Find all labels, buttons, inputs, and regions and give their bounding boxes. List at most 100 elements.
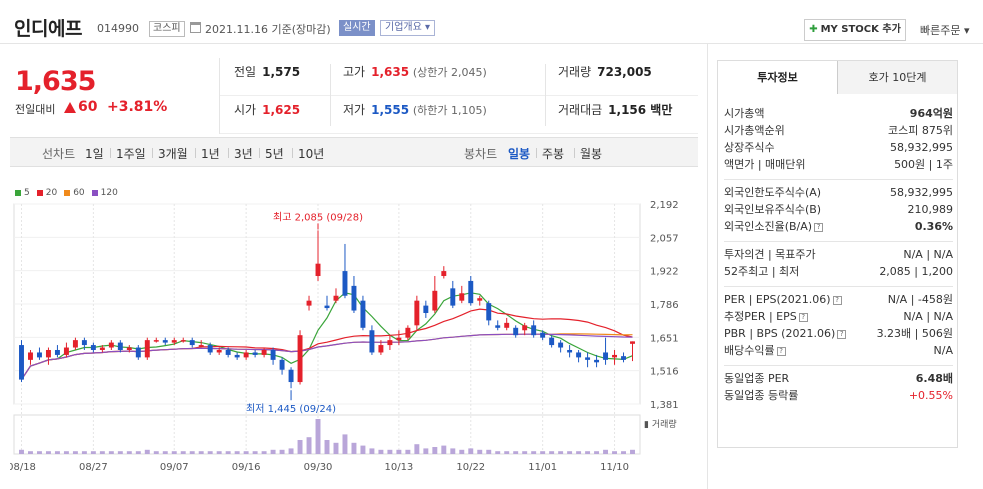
candle-body bbox=[531, 325, 537, 336]
volume-bar bbox=[28, 451, 33, 454]
volume-bar bbox=[414, 444, 420, 454]
quote-grid: 전일 1,575 고가 1,635 (상한가 2,045) 거래량 723,005 시… bbox=[220, 58, 698, 134]
period-line-2[interactable]: 3개월 bbox=[158, 147, 188, 161]
volume-bar bbox=[486, 449, 492, 454]
volume-bar bbox=[585, 451, 591, 454]
help-icon[interactable]: ? bbox=[832, 296, 842, 305]
legend-swatch bbox=[64, 189, 71, 196]
period-candle-1[interactable]: 주봉 bbox=[542, 147, 565, 161]
quick-order-button[interactable]: 빠른주문 ▾ bbox=[920, 24, 970, 37]
volume-bar bbox=[477, 449, 483, 454]
period-candle-0[interactable]: 일봉 bbox=[508, 147, 531, 161]
info-tabs: 투자정보 호가 10단계 bbox=[718, 61, 957, 94]
price-change: 60 bbox=[78, 99, 98, 115]
candle-body bbox=[297, 335, 303, 383]
candle-body bbox=[585, 357, 591, 360]
volume-bar bbox=[99, 451, 105, 454]
tab-investment-info[interactable]: 투자정보 bbox=[718, 61, 838, 94]
candle-body bbox=[81, 340, 87, 346]
candle-body bbox=[189, 340, 195, 346]
candle-body bbox=[19, 345, 24, 380]
volume-bar bbox=[360, 445, 366, 454]
volume-bar bbox=[558, 451, 564, 454]
legend-item-20: 20 bbox=[36, 188, 57, 198]
candle-body bbox=[351, 285, 357, 311]
info-value: 코스피 875위 bbox=[888, 124, 953, 137]
info-label-text: 시가총액순위 bbox=[724, 124, 785, 137]
period-line-0[interactable]: 1일 bbox=[85, 147, 104, 161]
period-line-3[interactable]: 1년 bbox=[201, 147, 220, 161]
period-line-1[interactable]: 1주일 bbox=[116, 147, 146, 161]
y-tick-label: 1,651 bbox=[650, 333, 679, 344]
company-overview-button[interactable]: 기업개요 ▾ bbox=[380, 20, 435, 36]
realtime-button[interactable]: 실시간 bbox=[339, 20, 375, 36]
up-arrow-icon bbox=[64, 102, 76, 113]
volume-bar bbox=[126, 451, 132, 454]
volume-bar bbox=[342, 434, 348, 454]
info-row: 시가총액순위 코스피 875위 bbox=[724, 122, 953, 139]
candle-body bbox=[144, 340, 150, 358]
candle-body bbox=[396, 337, 402, 341]
volume-bar bbox=[198, 451, 204, 454]
x-tick-label: 11/10 bbox=[600, 462, 629, 473]
period-candle-2[interactable]: 월봉 bbox=[580, 147, 603, 161]
x-tick-label: 09/30 bbox=[304, 462, 333, 473]
help-icon[interactable]: ? bbox=[798, 313, 808, 322]
volume-bar bbox=[351, 442, 357, 454]
help-icon[interactable]: ? bbox=[776, 347, 786, 356]
volume-bar bbox=[270, 449, 276, 454]
candle-body bbox=[54, 349, 60, 355]
info-label-text: 외국인한도주식수(A) bbox=[724, 186, 822, 199]
add-my-stock-button[interactable]: ✚ MY STOCK 추가 bbox=[804, 19, 906, 41]
candle-body bbox=[603, 352, 609, 360]
info-label: 외국인한도주식수(A) bbox=[724, 184, 821, 201]
volume-bar bbox=[333, 442, 339, 454]
volume-bar bbox=[243, 451, 249, 454]
volume-bar bbox=[405, 449, 411, 454]
legend-swatch bbox=[15, 189, 21, 196]
candle-body bbox=[378, 345, 384, 353]
tab-order-book[interactable]: 호가 10단계 bbox=[838, 61, 957, 94]
candle-body bbox=[360, 300, 366, 328]
legend-label: 5 bbox=[24, 188, 30, 198]
y-tick-label: 2,192 bbox=[650, 200, 679, 211]
info-row: 외국인보유주식수(B) 210,989 bbox=[724, 201, 953, 218]
investment-info-panel: 투자정보 호가 10단계 시가총액 964억원 시가총액순위 코스피 875위 상장주식… bbox=[717, 60, 958, 448]
help-icon[interactable]: ? bbox=[814, 223, 824, 232]
period-line-4[interactable]: 3년 bbox=[234, 147, 253, 161]
x-tick-label: 08/27 bbox=[79, 462, 108, 473]
quote-prev: 전일 1,575 bbox=[234, 65, 301, 79]
info-label: 외국인보유주식수(B) bbox=[724, 201, 821, 218]
volume-bar bbox=[387, 449, 393, 454]
candle-body bbox=[135, 347, 141, 358]
candle-chart-label: 봉차트 bbox=[464, 147, 498, 161]
quote-row-2: 시가 1,625 저가 1,555 (하한가 1,105) 거래대금 1,156 백만 bbox=[220, 96, 698, 134]
base-date: 2021.11.16 기준(장마감) bbox=[205, 23, 331, 36]
info-value: N/A | -458원 bbox=[887, 293, 953, 306]
candle-body bbox=[423, 305, 429, 314]
info-label-text: 동일업종 등락률 bbox=[724, 389, 799, 402]
volume-bar bbox=[297, 440, 303, 454]
candle-body bbox=[315, 263, 321, 277]
x-tick-label: 09/16 bbox=[232, 462, 261, 473]
volume-bar bbox=[396, 449, 402, 454]
quote-amount: 거래대금 1,156 백만 bbox=[558, 103, 673, 117]
info-label-text: 외국인소진율(B/A) bbox=[724, 220, 813, 233]
info-label: 시가총액 bbox=[724, 105, 764, 122]
info-value: 3.23배 | 506원 bbox=[876, 327, 953, 340]
info-row: 외국인소진율(B/A)? 0.36% bbox=[724, 218, 953, 235]
legend-label: 120 bbox=[100, 188, 118, 198]
candle-body bbox=[234, 354, 240, 358]
period-line-5[interactable]: 5년 bbox=[265, 147, 284, 161]
volume-bar bbox=[540, 451, 546, 454]
help-icon[interactable]: ? bbox=[837, 330, 847, 339]
candle-body bbox=[405, 327, 411, 338]
candle-body bbox=[486, 303, 492, 321]
info-label: PER | EPS(2021.06)? bbox=[724, 291, 842, 308]
volume-bar bbox=[261, 451, 267, 454]
info-label-text: 액면가 | 매매단위 bbox=[724, 158, 806, 171]
candle-body bbox=[567, 349, 573, 353]
divider bbox=[152, 148, 153, 158]
info-label: 추정PER | EPS? bbox=[724, 308, 808, 325]
period-line-6[interactable]: 10년 bbox=[298, 147, 325, 161]
